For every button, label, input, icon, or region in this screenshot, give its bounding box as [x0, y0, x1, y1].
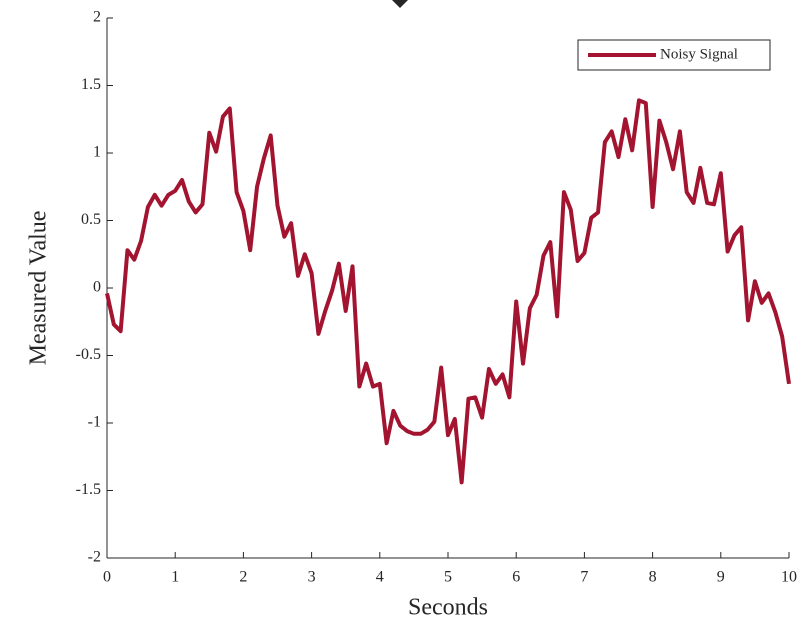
x-tick-label: 3 [308, 569, 316, 586]
x-axis-label: Seconds [408, 595, 488, 621]
x-tick-label: 0 [103, 569, 111, 586]
y-tick-label: 2 [93, 9, 101, 26]
x-tick-label: 1 [171, 569, 179, 586]
marker-indicator [392, 0, 408, 8]
x-tick-label: 4 [376, 569, 384, 586]
x-tick-label: 7 [580, 569, 588, 586]
y-tick-label: -1.5 [76, 481, 101, 498]
legend-label: Noisy Signal [660, 46, 738, 62]
x-tick-label: 5 [444, 569, 452, 586]
y-tick-label: 0 [93, 279, 101, 296]
y-tick-label: -0.5 [76, 346, 101, 363]
y-tick-label: -1 [88, 414, 101, 431]
y-tick-label: -2 [88, 549, 101, 566]
x-tick-label: 9 [717, 569, 725, 586]
x-tick-label: 6 [512, 569, 520, 586]
y-axis-label: Measured Value [26, 211, 52, 366]
x-tick-label: 8 [649, 569, 657, 586]
y-tick-label: 0.5 [81, 211, 101, 228]
x-tick-label: 10 [781, 569, 797, 586]
data-line [105, 98, 791, 485]
y-tick-label: 1.5 [81, 76, 101, 93]
y-tick-label: 1 [93, 144, 101, 161]
x-tick-label: 2 [239, 569, 247, 586]
